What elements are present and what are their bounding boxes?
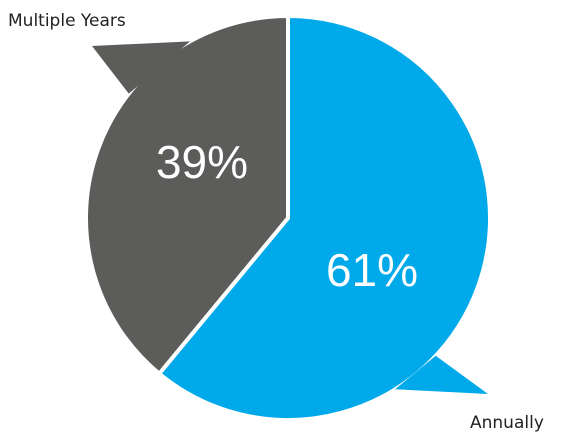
pie-slice-annually (156, 13, 493, 422)
pie-slice-multiple-years (84, 13, 290, 377)
slice-category-label-annually: Annually (470, 413, 544, 433)
pie-slice-tail-annually (395, 355, 488, 394)
slice-percent-label-annually: 61% (326, 244, 418, 296)
slice-category-label-multiple-years: Multiple Years (8, 11, 126, 31)
pie-slices (84, 13, 493, 422)
pie-labels: Multiple Years Annually 39% 61% (8, 11, 544, 433)
slice-percent-label-multiple-years: 39% (156, 136, 248, 188)
pie-slice-tail-multiple-years (92, 41, 191, 94)
